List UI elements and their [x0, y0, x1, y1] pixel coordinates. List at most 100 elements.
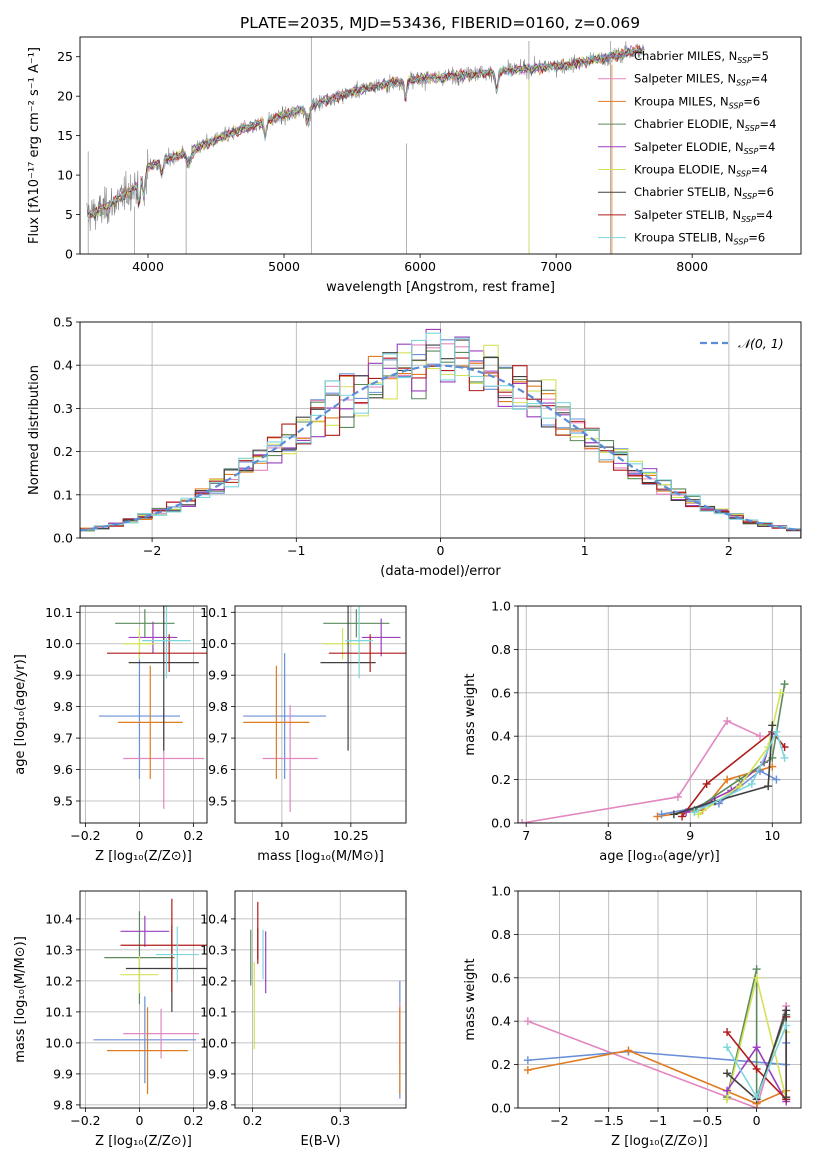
y-tick-label: 9.9: [53, 1066, 73, 1081]
x-tick-label: −0.2: [70, 1113, 100, 1128]
legend-name: Salpeter STELIB: [634, 208, 725, 222]
axes-frame: [234, 890, 407, 1109]
x-axis-label: mass [log₁₀(M/M⊙)]: [257, 849, 384, 864]
weight-line: [726, 1010, 788, 1101]
legend-sub: SSP: [729, 101, 744, 110]
y-tick-label: 9.9: [208, 668, 228, 683]
y-tick-label: 0.4: [53, 358, 73, 373]
legend-sub: SSP: [745, 124, 760, 133]
legend-label: Kroupa STELIB, NSSP=6: [634, 231, 765, 247]
axes: −0.2 0 0.2 9.8 9.9 10.0 10.1 10.2 10.3 10.4 Z [log…: [13, 911, 203, 1149]
y-tick-label: 9.8: [208, 699, 228, 714]
y-tick-label: 10.2: [200, 973, 228, 988]
legend-n: 4: [760, 163, 767, 177]
axes: 4000 5000 6000 7000 8000 0 5 10 15 20 25 wavelength…: [27, 47, 708, 295]
model-line: [88, 44, 644, 218]
gaussian-curve: [80, 364, 801, 532]
y-axis-label: Normed distribution: [27, 365, 42, 495]
y-tick-label: 5: [65, 207, 73, 222]
model-line: [87, 43, 644, 220]
y-tick-label: 0.4: [491, 729, 511, 744]
legend-name: Kroupa ELODIE: [634, 163, 720, 177]
y-tick-label: 0.0: [491, 816, 511, 831]
y-tick-label: 10.3: [45, 942, 73, 957]
plot-area: [518, 891, 801, 1108]
chart-weight-vs-age: 7 8 9 10 0.0 0.2 0.4 0.6 0.8 1.0 age [log₁₀(age/yr…: [463, 599, 802, 864]
legend-label: Kroupa ELODIE, NSSP=4: [634, 163, 768, 179]
x-tick-label: 4000: [132, 259, 164, 274]
y-tick-label: 0.0: [491, 1101, 511, 1116]
x-tick-label: 0.2: [184, 1113, 204, 1128]
legend-eq: =: [760, 117, 770, 131]
weight-line: [521, 719, 761, 823]
x-tick-label: 0: [753, 1113, 761, 1128]
data-spectrum-line: [86, 41, 645, 231]
x-tick-label: −2: [550, 1113, 568, 1128]
y-tick-label: 0.0: [53, 531, 73, 546]
x-tick-label: 10.25: [333, 828, 369, 843]
model-line: [87, 47, 644, 219]
figure-title: PLATE=2035, MJD=53436, FIBERID=0160, z=0…: [240, 14, 640, 32]
legend-sub: SSP: [741, 215, 756, 224]
axes: −0.2 0 0.2 9.5 9.6 9.7 9.8 9.9 10.0 10.1 Z [log₁₀(…: [13, 605, 203, 864]
model-line: [87, 47, 644, 220]
x-tick-label: −1: [287, 543, 305, 558]
y-axis-label: mass weight: [463, 958, 478, 1040]
legend-name: Chabrier MILES: [634, 49, 721, 63]
x-tick-label: 6000: [404, 259, 436, 274]
x-tick-label: 0: [135, 1113, 143, 1128]
x-tick-label: 7: [522, 828, 530, 843]
legend-sep: , N: [726, 185, 742, 199]
legend-n: 4: [768, 140, 775, 154]
axes: −2 −1.5 −1 −0.5 0 0.0 0.2 0.4 0.6 0.8 1.0 Z [log₁₀(…: [463, 884, 761, 1150]
legend-label: Chabrier STELIB, NSSP=6: [634, 185, 774, 201]
axes-frame: [79, 321, 802, 539]
chart-residuals: −2 −1 0 1 2 0.0 0.1 0.2 0.3 0.4 0.5 (data-model)/er…: [27, 315, 802, 579]
y-tick-label: 9.5: [208, 793, 228, 808]
legend-sep: , N: [729, 117, 745, 131]
legend-n: 6: [753, 94, 760, 108]
y-tick-label: 10.0: [200, 1035, 228, 1050]
x-axis-label: wavelength [Angstrom, rest frame]: [326, 280, 555, 295]
axes: 0.2 0.3 9.8 9.9 10.0 10.1 10.2 10.3 10.4 E(B-V): [200, 911, 350, 1149]
y-tick-label: 10.2: [45, 973, 73, 988]
legend-name: Salpeter ELODIE: [634, 140, 728, 154]
legend-name: Salpeter MILES: [634, 72, 720, 86]
legend-n: 4: [765, 208, 772, 222]
x-tick-label: 5000: [268, 259, 300, 274]
y-tick-label: 15: [57, 128, 73, 143]
legend-eq: =: [751, 72, 761, 86]
x-tick-label: 2: [725, 543, 733, 558]
model-line: [88, 45, 644, 217]
x-tick-label: 10: [274, 828, 290, 843]
x-tick-label: 0.2: [243, 1113, 263, 1128]
x-tick-label: 1: [581, 543, 589, 558]
legend-label: Salpeter STELIB, NSSP=4: [634, 208, 773, 224]
legend-eq: =: [743, 94, 753, 108]
y-axis-label: Flux [fλ10⁻¹⁷ erg cm⁻² s⁻¹ A⁻¹]: [27, 47, 42, 244]
x-tick-label: −1: [649, 1113, 667, 1128]
y-tick-label: 10: [57, 168, 73, 183]
axes-frame: [79, 890, 208, 1109]
x-axis-label: Z [log₁₀(Z/Z⊙)]: [95, 849, 192, 864]
y-tick-label: 10.1: [45, 1004, 73, 1019]
x-tick-label: 0.2: [184, 828, 204, 843]
legend: 𝒩(0, 1): [700, 336, 784, 351]
legend-sep: , N: [718, 231, 734, 245]
legend-n: 6: [758, 231, 765, 245]
chart-weight-vs-Z: −2 −1.5 −1 −0.5 0 0.0 0.2 0.4 0.6 0.8 1.0 Z [log₁₀(…: [463, 884, 802, 1150]
y-tick-label: 0.2: [53, 444, 73, 459]
x-tick-label: 7000: [540, 259, 572, 274]
weight-line: [698, 692, 782, 815]
x-tick-label: 10: [764, 828, 780, 843]
model-line: [87, 47, 644, 218]
x-axis-label: age [log₁₀(age/yr)]: [599, 849, 720, 864]
legend-sep: , N: [721, 49, 737, 63]
chart-age-vs-Z: −0.2 0 0.2 9.5 9.6 9.7 9.8 9.9 10.0 10.1 Z [log₁₀(…: [13, 605, 208, 864]
model-line: [87, 45, 644, 218]
legend-n: 6: [767, 185, 774, 199]
y-tick-label: 0: [65, 247, 73, 262]
y-tick-label: 0.6: [491, 685, 511, 700]
y-tick-label: 9.6: [53, 762, 73, 777]
